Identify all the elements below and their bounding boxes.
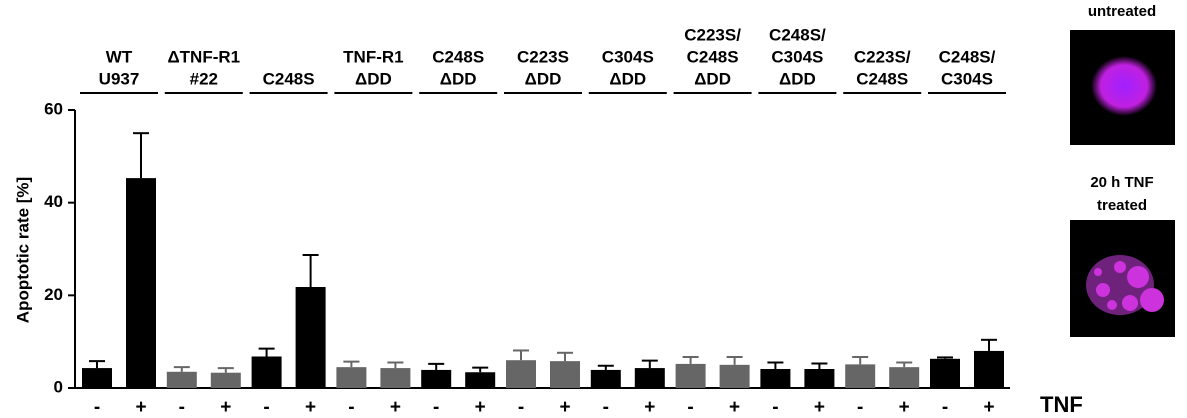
x-tick-label: - [518, 397, 524, 418]
bar [930, 358, 960, 388]
x-tick-label: - [603, 397, 609, 418]
image-caption: 20 h TNF [1090, 174, 1153, 191]
x-tick-label: + [814, 397, 825, 418]
group-label: WT [106, 47, 133, 66]
x-tick-label: - [94, 397, 100, 418]
group-label: TNF-R1 [343, 47, 403, 66]
bar [845, 364, 876, 388]
group-label: ΔTNF-R1 [167, 47, 240, 66]
bar [889, 367, 920, 388]
image-caption: treated [1097, 197, 1147, 214]
group-label: C304S [941, 69, 993, 88]
x-tick-label: + [644, 397, 655, 418]
group-label: ΔDD [609, 69, 646, 88]
group-label: ΔDD [525, 69, 562, 88]
x-tick-label: + [559, 397, 570, 418]
image-caption: untreated [1088, 3, 1156, 20]
cell [1091, 56, 1157, 116]
bar [210, 372, 241, 388]
group-label: ΔDD [440, 69, 477, 88]
bar [719, 364, 750, 388]
bar [126, 178, 156, 388]
x-tick-label: - [348, 397, 354, 418]
group-label: #22 [190, 69, 218, 88]
bar [804, 369, 835, 388]
y-tick-label: 20 [44, 285, 63, 304]
x-tick-label: - [263, 397, 269, 418]
x-tick-label: + [135, 397, 146, 418]
bar [82, 368, 112, 388]
x-tick-label: - [857, 397, 863, 418]
group-label: C248S/ [769, 25, 826, 44]
group-label: ΔDD [355, 69, 392, 88]
bar [421, 369, 452, 388]
bar [675, 363, 706, 388]
x-tick-label: - [942, 397, 948, 418]
bar [295, 286, 326, 388]
group-label: C223S/ [684, 25, 741, 44]
bar [590, 369, 621, 388]
bar [251, 356, 282, 388]
bar [634, 368, 665, 388]
group-label: U937 [99, 69, 140, 88]
group-label: ΔDD [779, 69, 816, 88]
bar [166, 371, 197, 388]
x-tick-label: + [729, 397, 740, 418]
group-label: C223S/ [854, 47, 911, 66]
bar [550, 361, 580, 388]
x-tick-label: - [433, 397, 439, 418]
x-axis-label: TNF [1040, 392, 1083, 417]
bar [465, 372, 496, 388]
group-label: C248S [856, 69, 908, 88]
bar [974, 350, 1004, 388]
x-tick-label: - [687, 397, 693, 418]
bar [506, 360, 536, 388]
x-tick-label: + [220, 397, 231, 418]
x-tick-label: + [390, 397, 401, 418]
group-label: ΔDD [694, 69, 731, 88]
x-tick-label: + [899, 397, 910, 418]
group-label: C304S [771, 47, 823, 66]
y-tick-label: 0 [54, 377, 63, 396]
group-label: C304S [602, 47, 654, 66]
group-label: C248S [432, 47, 484, 66]
x-tick-label: + [475, 397, 486, 418]
group-label: C248S [263, 69, 315, 88]
bar [336, 367, 367, 388]
x-tick-label: + [983, 397, 994, 418]
y-tick-label: 40 [44, 192, 63, 211]
x-tick-label: - [772, 397, 778, 418]
group-label: C248S/ [939, 47, 996, 66]
y-axis-label: Apoptotic rate [%] [13, 177, 32, 323]
y-tick-label: 60 [44, 99, 63, 118]
bar [380, 368, 411, 388]
group-label: C223S [517, 47, 569, 66]
group-label: C248S [687, 47, 739, 66]
cell-fragments [1086, 255, 1164, 315]
x-tick-label: - [179, 397, 185, 418]
bar [760, 369, 791, 388]
x-tick-label: + [305, 397, 316, 418]
